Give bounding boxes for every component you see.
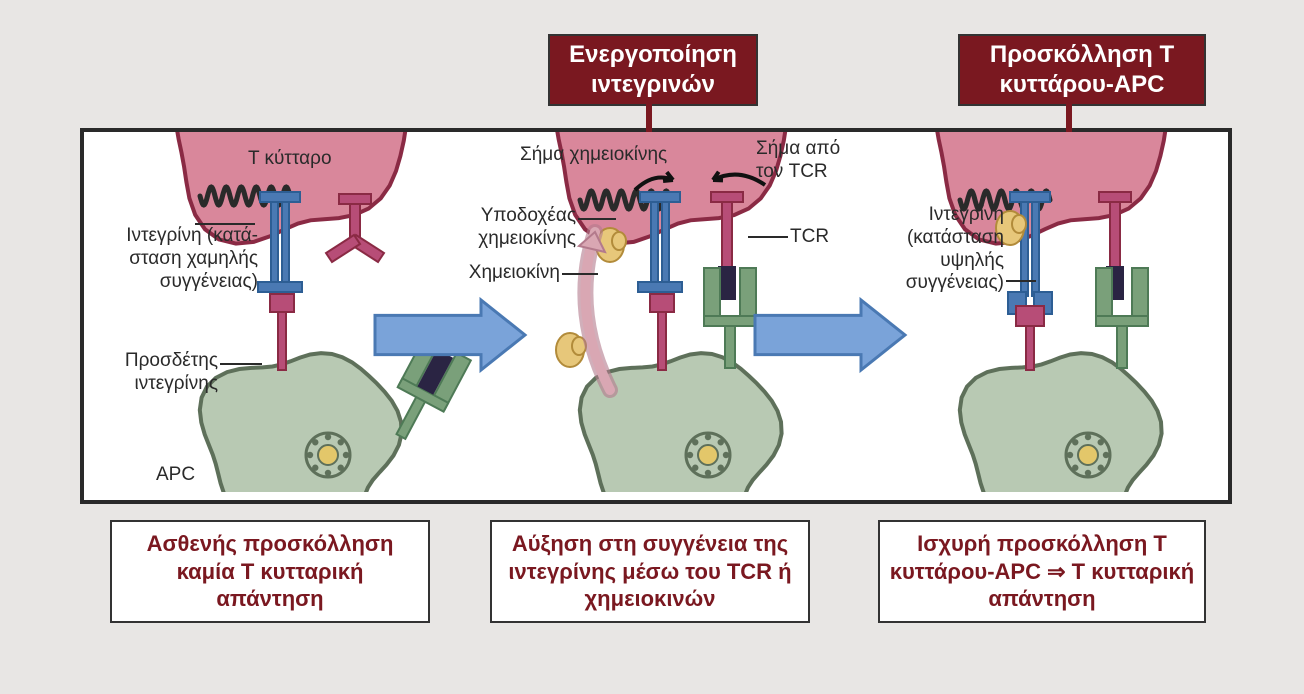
leader-line: [195, 223, 255, 225]
badge-integrin-activation: Ενεργοποίηση ιντεγρινών: [548, 34, 758, 106]
label-chemokine-receptor: Υποδοχέας χημειοκίνης: [454, 205, 576, 251]
caption-middle: Αύξηση στη συγγένεια της ιντεγρίνης μέσω…: [490, 520, 810, 623]
label-apc: APC: [156, 464, 195, 487]
label-chemokine-signal: Σήμα χημειοκίνης: [520, 144, 667, 167]
caption-left: Ασθενής προσκόλληση καμία T κυτταρική απ…: [110, 520, 430, 623]
label-tcr-signal: Σήμα από τον TCR: [756, 138, 840, 184]
diagram-panel: [80, 128, 1232, 504]
badge-tcell-apc-adhesion: Προσκόλληση T κυττάρου-APC: [958, 34, 1206, 106]
leader-line: [578, 218, 616, 220]
label-integrin-ligand: Προσδέτης ιντεγρίνης: [108, 350, 218, 396]
label-chemokine: Χημειοκίνη: [450, 262, 560, 285]
label-tcr: TCR: [790, 226, 829, 249]
label-integrin-low: Ιντεγρίνη (κατά- σταση χαμηλής συγγένεια…: [88, 225, 258, 293]
leader-line: [748, 236, 788, 238]
label-t-cell: T κύτταρο: [248, 148, 332, 171]
caption-right: Ισχυρή προσκόλληση T κυττάρου-APC ⇒ T κυ…: [878, 520, 1206, 623]
leader-line: [1006, 280, 1036, 282]
leader-line: [562, 273, 598, 275]
leader-line: [220, 363, 262, 365]
label-integrin-high: Ιντεγρίνη (κατάσταση υψηλής συγγένειας): [888, 204, 1004, 295]
